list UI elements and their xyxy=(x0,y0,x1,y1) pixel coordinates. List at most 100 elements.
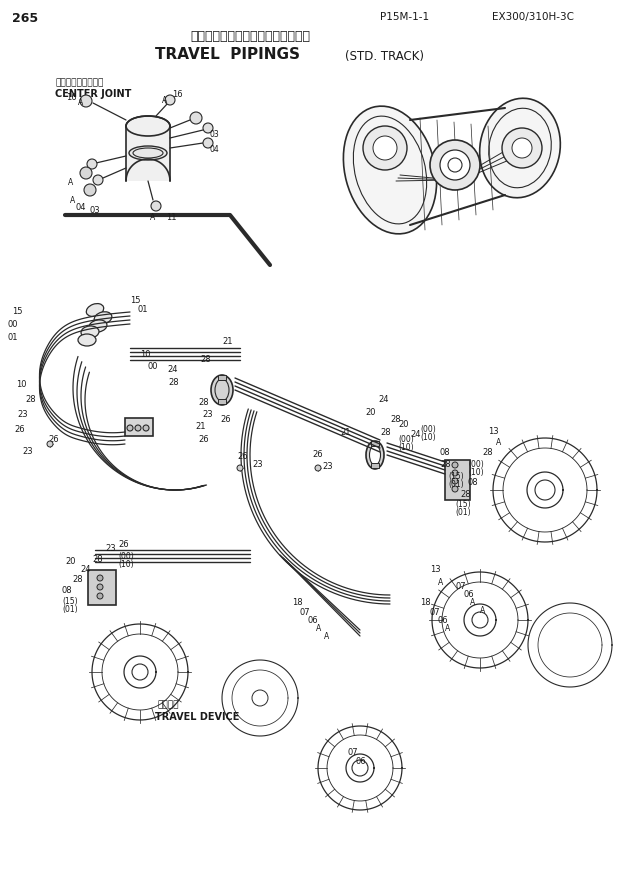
Text: (00): (00) xyxy=(468,460,484,469)
Text: 21: 21 xyxy=(340,428,350,437)
Text: (10): (10) xyxy=(398,443,414,452)
Bar xyxy=(445,460,470,500)
Text: 28: 28 xyxy=(460,490,471,499)
Bar xyxy=(218,375,226,380)
Ellipse shape xyxy=(366,441,384,469)
Text: 03: 03 xyxy=(90,206,100,215)
Text: (00): (00) xyxy=(420,425,436,434)
Text: 23: 23 xyxy=(202,410,213,419)
Text: 07: 07 xyxy=(348,748,358,757)
Bar xyxy=(88,570,116,605)
Text: 06: 06 xyxy=(438,616,449,625)
Circle shape xyxy=(143,425,149,431)
Text: 18: 18 xyxy=(292,598,303,607)
Circle shape xyxy=(132,664,148,680)
Circle shape xyxy=(430,140,480,190)
Circle shape xyxy=(80,95,92,107)
Text: (00): (00) xyxy=(118,552,134,561)
Text: 07: 07 xyxy=(300,608,311,617)
Text: A: A xyxy=(445,624,450,633)
Circle shape xyxy=(502,128,542,168)
Text: (01): (01) xyxy=(455,508,471,517)
Text: 07: 07 xyxy=(430,608,441,617)
Circle shape xyxy=(135,425,141,431)
Text: 28: 28 xyxy=(380,428,391,437)
Text: 21: 21 xyxy=(222,337,232,346)
Text: 11: 11 xyxy=(166,213,177,222)
Bar xyxy=(371,441,379,446)
Text: 10: 10 xyxy=(140,350,151,359)
Text: 15: 15 xyxy=(130,296,141,305)
Text: 08: 08 xyxy=(468,478,479,487)
Text: 06: 06 xyxy=(356,757,366,766)
Ellipse shape xyxy=(343,106,436,234)
Circle shape xyxy=(87,159,97,169)
Text: 00: 00 xyxy=(8,320,19,329)
Circle shape xyxy=(363,126,407,170)
Text: 18: 18 xyxy=(420,598,431,607)
Text: 23: 23 xyxy=(17,410,28,419)
Text: 24: 24 xyxy=(80,565,91,574)
Text: A: A xyxy=(150,213,155,222)
Text: 20: 20 xyxy=(65,557,76,566)
Text: 23: 23 xyxy=(105,544,115,553)
Text: 走行配管（スタンダードトラック）: 走行配管（スタンダードトラック） xyxy=(190,30,310,43)
Text: 13: 13 xyxy=(488,427,498,436)
Text: 265: 265 xyxy=(12,12,38,25)
Text: (15): (15) xyxy=(62,597,78,606)
Circle shape xyxy=(80,167,92,179)
Text: 06: 06 xyxy=(463,590,474,599)
Text: (10): (10) xyxy=(468,468,484,477)
Text: 01: 01 xyxy=(138,305,149,314)
Bar xyxy=(371,463,379,468)
Text: 28: 28 xyxy=(198,398,208,407)
Ellipse shape xyxy=(89,320,107,332)
Text: 28: 28 xyxy=(482,448,493,457)
Circle shape xyxy=(47,441,53,447)
Ellipse shape xyxy=(370,445,381,465)
Bar xyxy=(218,399,226,404)
Text: 走行装置: 走行装置 xyxy=(158,700,180,709)
Ellipse shape xyxy=(211,375,233,405)
Ellipse shape xyxy=(86,304,104,316)
Circle shape xyxy=(203,123,213,133)
Circle shape xyxy=(97,584,103,590)
Text: (15): (15) xyxy=(455,500,471,509)
Circle shape xyxy=(472,612,488,628)
Text: 28: 28 xyxy=(200,355,211,364)
Circle shape xyxy=(151,201,161,211)
Text: 04: 04 xyxy=(76,203,87,212)
Text: (10): (10) xyxy=(118,560,134,569)
Text: 28: 28 xyxy=(92,555,103,564)
Text: (01): (01) xyxy=(448,480,464,489)
Text: 23: 23 xyxy=(22,447,33,456)
Text: A: A xyxy=(496,438,501,447)
Text: 24: 24 xyxy=(167,365,177,374)
Circle shape xyxy=(373,136,397,160)
Text: EX300/310H-3C: EX300/310H-3C xyxy=(492,12,574,22)
Text: 28: 28 xyxy=(25,395,35,404)
Text: (00): (00) xyxy=(398,435,414,444)
Circle shape xyxy=(127,425,133,431)
Circle shape xyxy=(252,690,268,706)
Bar xyxy=(125,418,153,436)
Text: 28: 28 xyxy=(168,378,179,387)
Text: 06: 06 xyxy=(308,616,319,625)
Circle shape xyxy=(84,184,96,196)
Text: 07: 07 xyxy=(455,582,466,591)
Text: A: A xyxy=(470,598,476,607)
Text: A: A xyxy=(438,578,443,587)
Text: 00: 00 xyxy=(147,362,157,371)
Circle shape xyxy=(535,480,555,500)
Circle shape xyxy=(452,478,458,484)
Text: A: A xyxy=(316,624,321,633)
Text: 26: 26 xyxy=(48,435,59,444)
Text: 26: 26 xyxy=(118,540,128,549)
Circle shape xyxy=(352,760,368,776)
Text: TRAVEL DEVICE: TRAVEL DEVICE xyxy=(155,712,239,722)
Text: (01): (01) xyxy=(62,605,78,614)
Text: A: A xyxy=(78,98,83,107)
Text: 16: 16 xyxy=(172,90,183,99)
Text: 28: 28 xyxy=(390,415,401,424)
Text: 01: 01 xyxy=(8,333,19,342)
